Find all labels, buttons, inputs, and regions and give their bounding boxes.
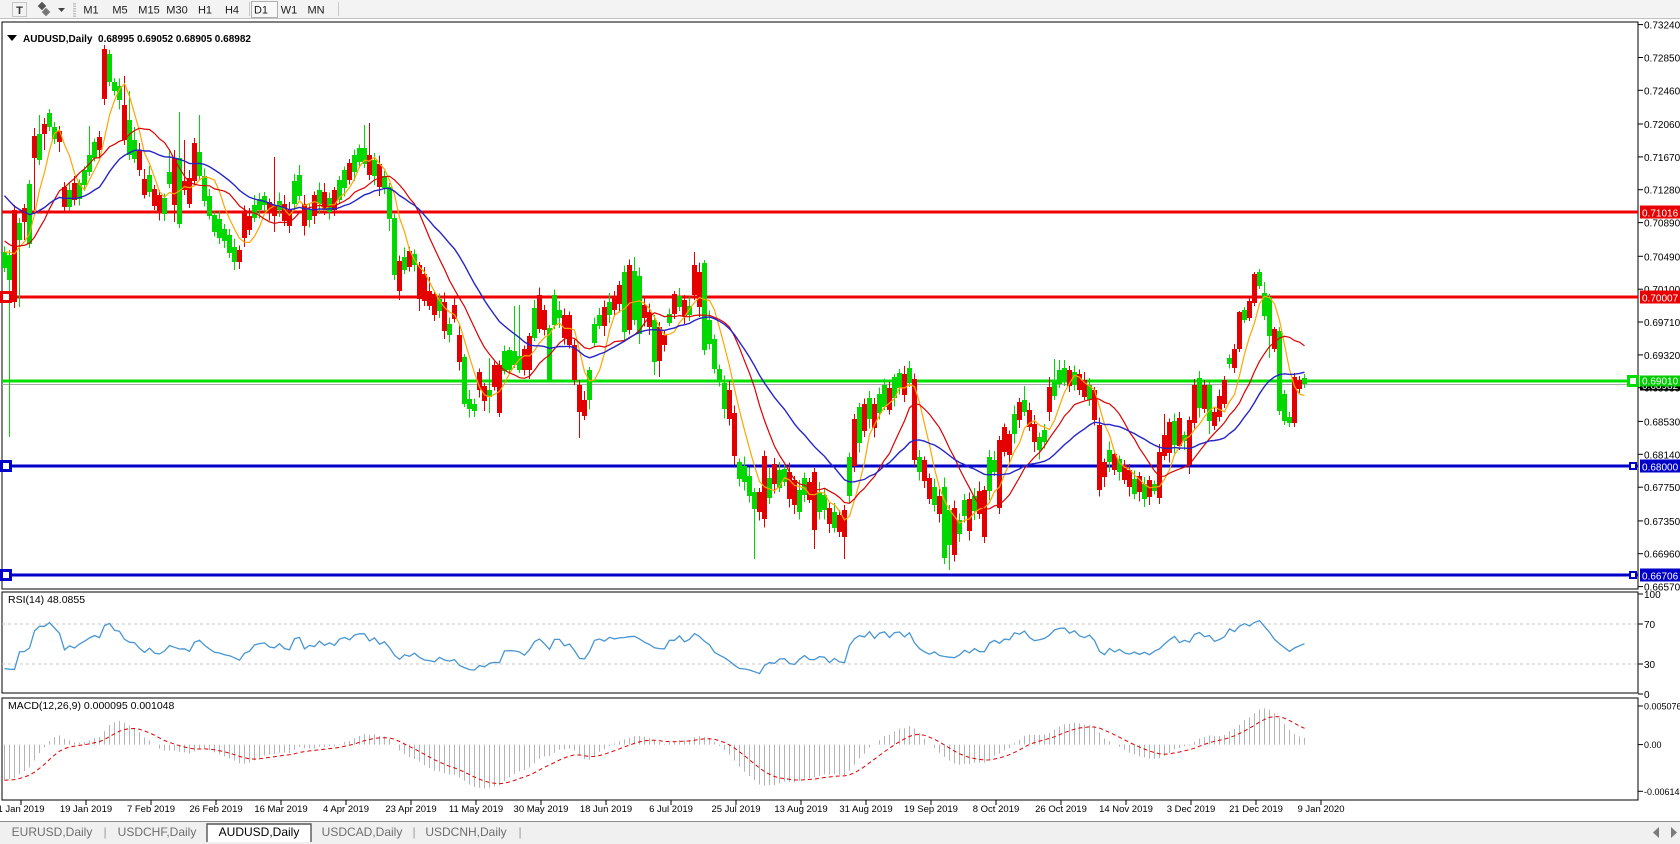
svg-text:0.68530: 0.68530 (1644, 417, 1680, 428)
svg-text:M1: M1 (83, 5, 98, 17)
svg-text:0.69710: 0.69710 (1644, 318, 1680, 329)
svg-text:100: 100 (1644, 590, 1661, 601)
svg-text:|: | (412, 825, 415, 839)
svg-text:0: 0 (1644, 690, 1650, 701)
svg-text:0.72850: 0.72850 (1644, 54, 1680, 65)
svg-text:23 Apr 2019: 23 Apr 2019 (385, 804, 436, 815)
svg-text:14 Nov 2019: 14 Nov 2019 (1099, 804, 1153, 815)
svg-text:1 Jan 2019: 1 Jan 2019 (0, 804, 45, 815)
svg-text:0.69010: 0.69010 (1642, 377, 1679, 388)
svg-text:19 Jan 2019: 19 Jan 2019 (60, 804, 112, 815)
svg-text:H4: H4 (225, 5, 239, 17)
svg-text:18 Jun 2019: 18 Jun 2019 (580, 804, 632, 815)
svg-text:USDCAD,Daily: USDCAD,Daily (322, 825, 403, 839)
svg-text:H1: H1 (198, 5, 212, 17)
svg-text:0.72060: 0.72060 (1644, 120, 1680, 131)
svg-text:26 Feb 2019: 26 Feb 2019 (189, 804, 242, 815)
svg-text:0.70490: 0.70490 (1644, 252, 1680, 263)
svg-text:0.66960: 0.66960 (1644, 550, 1680, 561)
svg-text:16 Mar 2019: 16 Mar 2019 (254, 804, 307, 815)
svg-text:0.67350: 0.67350 (1644, 517, 1680, 528)
svg-text:9 Jan 2020: 9 Jan 2020 (1297, 804, 1344, 815)
svg-text:0.68000: 0.68000 (1642, 463, 1679, 474)
svg-text:11 May 2019: 11 May 2019 (449, 804, 503, 815)
svg-text:4 Apr 2019: 4 Apr 2019 (323, 804, 369, 815)
svg-text:3 Dec 2019: 3 Dec 2019 (1167, 804, 1216, 815)
svg-text:0.72460: 0.72460 (1644, 86, 1680, 97)
svg-text:25 Jul 2019: 25 Jul 2019 (711, 804, 760, 815)
svg-text:0.00: 0.00 (1644, 740, 1662, 750)
svg-text:|: | (518, 825, 521, 839)
svg-text:13 Aug 2019: 13 Aug 2019 (774, 804, 827, 815)
svg-text:W1: W1 (281, 5, 298, 17)
svg-text:EURUSD,Daily: EURUSD,Daily (12, 825, 93, 839)
svg-text:70: 70 (1644, 620, 1656, 631)
svg-text:8 Oct 2019: 8 Oct 2019 (973, 804, 1019, 815)
svg-text:30 May 2019: 30 May 2019 (514, 804, 569, 815)
svg-text:M30: M30 (166, 5, 187, 17)
svg-text:|: | (103, 825, 106, 839)
svg-text:6 Jul 2019: 6 Jul 2019 (649, 804, 693, 815)
svg-text:31 Aug 2019: 31 Aug 2019 (839, 804, 892, 815)
svg-text:AUDUSD,Daily: AUDUSD,Daily (219, 825, 300, 839)
svg-text:0.70007: 0.70007 (1642, 294, 1679, 305)
svg-text:MN: MN (307, 5, 324, 17)
svg-text:19 Sep 2019: 19 Sep 2019 (904, 804, 958, 815)
svg-text:0.005076: 0.005076 (1644, 702, 1680, 712)
svg-text:M5: M5 (112, 5, 127, 17)
svg-text:0.73240: 0.73240 (1644, 21, 1680, 32)
svg-text:0.67750: 0.67750 (1644, 483, 1680, 494)
svg-text:0.66706: 0.66706 (1642, 572, 1679, 583)
svg-text:0.66570: 0.66570 (1644, 583, 1680, 594)
svg-text:0.70890: 0.70890 (1644, 219, 1680, 230)
svg-text:26 Oct 2019: 26 Oct 2019 (1035, 804, 1087, 815)
svg-text:MACD(12,26,9) 0.000095 0.00104: MACD(12,26,9) 0.000095 0.001048 (8, 700, 175, 712)
svg-text:0.71670: 0.71670 (1644, 153, 1680, 164)
svg-text:0.71280: 0.71280 (1644, 186, 1680, 197)
svg-text:T: T (16, 5, 23, 17)
svg-text:USDCHF,Daily: USDCHF,Daily (118, 825, 197, 839)
svg-text:D1: D1 (254, 5, 268, 17)
svg-text:USDCNH,Daily: USDCNH,Daily (425, 825, 506, 839)
svg-text:0.71016: 0.71016 (1642, 209, 1679, 220)
svg-text:RSI(14) 48.0855: RSI(14) 48.0855 (8, 594, 85, 606)
svg-text:AUDUSD,Daily 0.68995 0.69052: AUDUSD,Daily 0.68995 0.69052 0.68905 0.6… (23, 34, 251, 45)
svg-text:M15: M15 (138, 5, 159, 17)
svg-text:0.69320: 0.69320 (1644, 351, 1680, 362)
svg-text:-0.006148: -0.006148 (1644, 787, 1680, 797)
svg-text:0.68140: 0.68140 (1644, 450, 1680, 461)
svg-text:7 Feb 2019: 7 Feb 2019 (127, 804, 175, 815)
svg-text:30: 30 (1644, 660, 1656, 671)
svg-text:21 Dec 2019: 21 Dec 2019 (1229, 804, 1283, 815)
